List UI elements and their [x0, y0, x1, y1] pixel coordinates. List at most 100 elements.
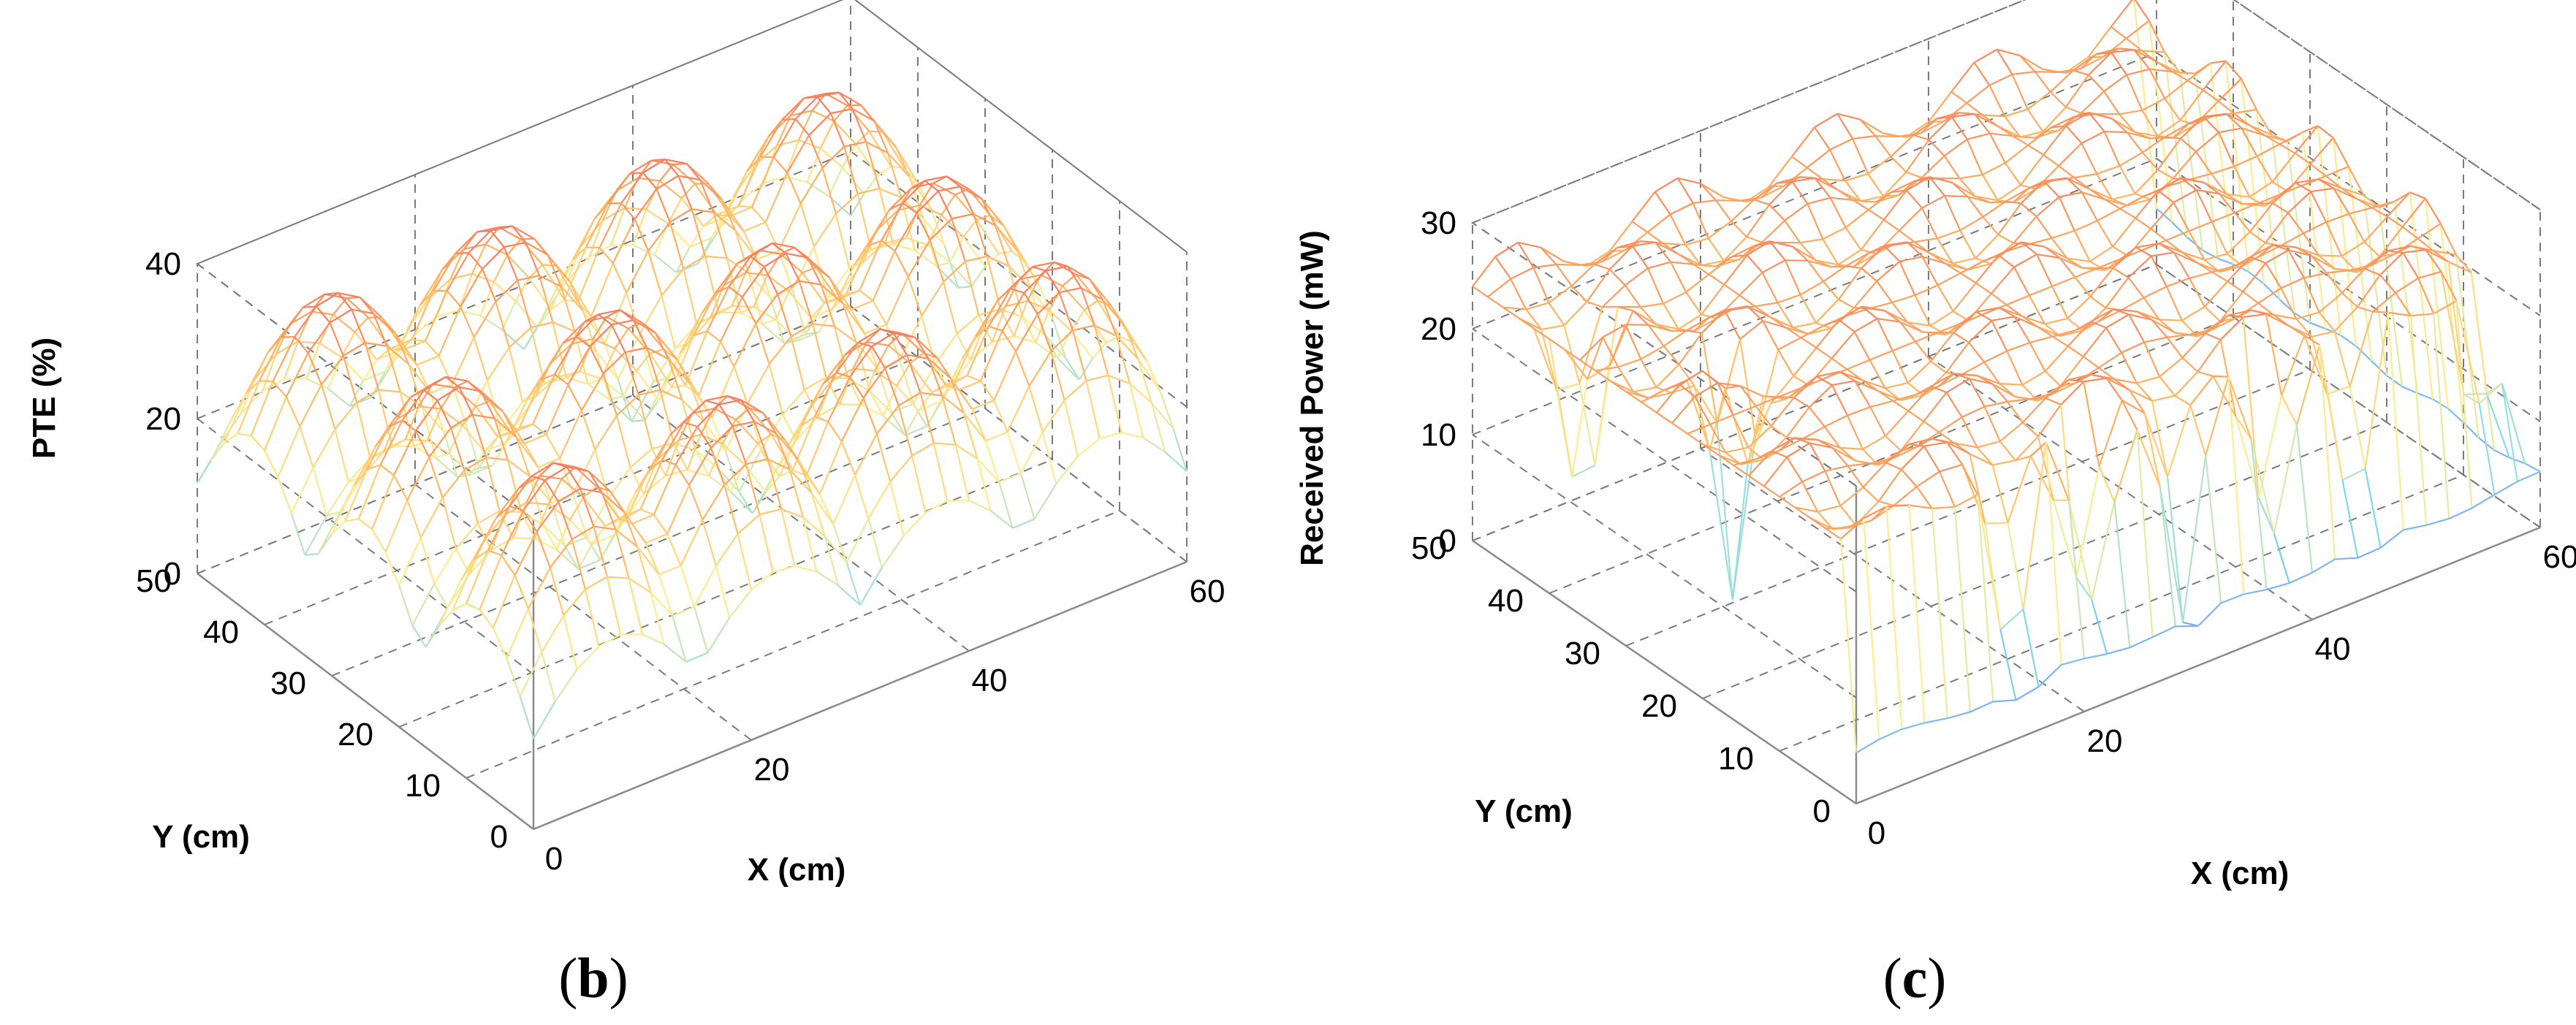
- surface-mesh-x: [479, 555, 503, 610]
- surface-mesh-y: [2029, 342, 2046, 372]
- surface-mesh-y: [680, 183, 696, 199]
- surface-mesh-x: [1563, 301, 1588, 327]
- surface-mesh-x: [2029, 237, 2052, 245]
- surface-mesh-y: [900, 197, 916, 251]
- surface-mesh-y: [2311, 336, 2328, 395]
- surface-mesh-x: [1640, 345, 1665, 360]
- surface-mesh-x: [262, 378, 285, 392]
- surface-mesh-y: [2105, 378, 2123, 401]
- surface-mesh-y: [1906, 241, 1923, 258]
- surface-mesh-x: [504, 241, 526, 248]
- surface-mesh-x: [777, 280, 800, 295]
- surface-mesh-x: [2159, 319, 2182, 321]
- surface-mesh-y: [2295, 182, 2311, 193]
- surface-mesh-x: [2220, 593, 2244, 604]
- surface-mesh-y: [2057, 116, 2075, 132]
- surface-mesh-y: [653, 377, 667, 383]
- surface-mesh-x: [304, 515, 327, 556]
- surface-mesh-y: [2143, 413, 2161, 488]
- surface-mesh-x: [845, 245, 869, 294]
- surface-mesh-y: [1768, 204, 1785, 221]
- floor-grid-y-line: [1625, 369, 2311, 647]
- surface-mesh-x: [1831, 380, 1855, 386]
- surface-mesh-x: [495, 488, 519, 519]
- surface-mesh-y: [2006, 304, 2023, 317]
- surface-mesh-y: [574, 331, 589, 384]
- surface-mesh-y: [2005, 200, 2021, 205]
- surface-mesh-y: [2524, 462, 2541, 473]
- surface-mesh-x: [1914, 237, 1938, 243]
- surface-mesh-x: [822, 354, 846, 385]
- surface-mesh-x: [862, 243, 886, 263]
- surface-mesh-x: [1043, 333, 1067, 359]
- surface-mesh-y: [316, 305, 331, 324]
- surface-mesh-x: [1150, 402, 1174, 430]
- surface-mesh-y: [1777, 349, 1795, 377]
- surface-mesh-y: [1969, 453, 1986, 524]
- surface-mesh-x: [933, 442, 956, 446]
- surface-mesh-x: [2089, 245, 2113, 262]
- surface-mesh-x: [1853, 135, 1876, 140]
- surface-mesh-x: [2133, 49, 2158, 63]
- surface-mesh-y: [1975, 282, 1992, 294]
- surface-mesh-x: [1097, 300, 1120, 338]
- surface-mesh-x: [1715, 199, 1739, 202]
- surface-mesh-y: [2111, 118, 2128, 134]
- surface-mesh-x: [305, 378, 329, 390]
- surface-mesh-x: [473, 301, 497, 338]
- surface-mesh-y: [639, 508, 655, 516]
- surface-mesh-y: [702, 519, 717, 566]
- surface-mesh-y: [637, 160, 653, 179]
- surface-mesh-y: [2509, 457, 2526, 465]
- surface-mesh-x: [764, 252, 786, 268]
- surface-mesh-y: [1853, 199, 1869, 211]
- surface-mesh-x: [433, 547, 457, 584]
- surface-mesh-x: [615, 177, 639, 192]
- surface-mesh-x: [855, 342, 879, 370]
- surface-mesh-y: [1038, 283, 1054, 319]
- surface-mesh-x: [976, 458, 1000, 483]
- surface-mesh-y: [2387, 312, 2404, 530]
- surface-mesh-x: [1861, 305, 1885, 312]
- surface-mesh-x: [1008, 265, 1031, 289]
- surface-mesh-x: [2007, 341, 2030, 352]
- surface-mesh-x: [1854, 380, 1878, 392]
- surface-mesh-y: [624, 351, 639, 396]
- surface-mesh-x: [1067, 265, 1090, 280]
- surface-mesh-y: [1991, 383, 2008, 403]
- surface-mesh-x: [685, 652, 708, 663]
- surface-mesh-y: [650, 592, 665, 645]
- surface-mesh-x: [379, 420, 403, 465]
- surface-mesh-y: [1861, 267, 1877, 282]
- surface-mesh-x: [1959, 216, 1983, 232]
- surface-mesh-x: [817, 91, 840, 98]
- surface-mesh-x: [1969, 453, 1994, 466]
- surface-mesh-y: [1472, 286, 1489, 298]
- surface-mesh-x: [1041, 400, 1065, 433]
- surface-mesh-x: [905, 237, 929, 246]
- surface-mesh-y: [808, 134, 824, 169]
- surface-mesh-y: [614, 328, 629, 349]
- surface-mesh-y: [1838, 298, 1855, 309]
- surface-mesh-y: [886, 152, 903, 198]
- surface-mesh-y: [1694, 396, 1711, 425]
- surface-mesh-y: [2103, 91, 2120, 115]
- surface-mesh-x: [2091, 501, 2116, 600]
- surface-mesh-x: [745, 458, 769, 465]
- surface-mesh-y: [2174, 395, 2191, 406]
- surface-mesh-x: [576, 646, 600, 671]
- surface-mesh-x: [351, 308, 374, 315]
- surface-mesh-y: [1548, 302, 1565, 326]
- surface-mesh-y: [2171, 221, 2188, 238]
- surface-mesh-y: [812, 323, 827, 378]
- surface-mesh-y: [476, 522, 493, 551]
- surface-mesh-x: [842, 302, 866, 335]
- surface-mesh-x: [2273, 424, 2298, 534]
- surface-mesh-y: [2065, 106, 2082, 114]
- surface-mesh-x: [1790, 126, 1815, 158]
- surface-mesh-x: [1800, 281, 1824, 296]
- surface-mesh-y: [618, 517, 633, 525]
- surface-mesh-y: [650, 348, 664, 354]
- surface-mesh-y: [2165, 240, 2182, 253]
